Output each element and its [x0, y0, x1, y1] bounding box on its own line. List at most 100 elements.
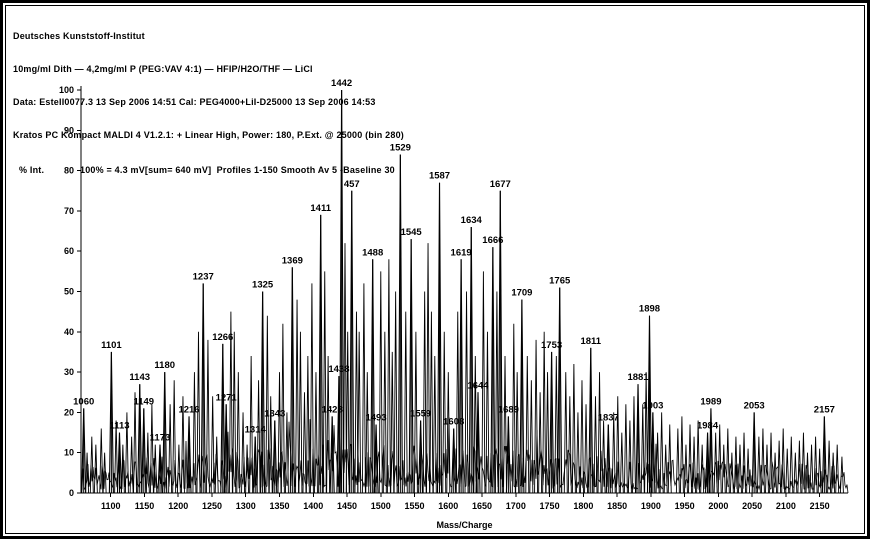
peak-spike	[563, 372, 568, 494]
peak-spike	[789, 436, 794, 494]
peak-spike	[426, 243, 430, 494]
peak-label: 1488	[362, 247, 383, 258]
peak-spike	[805, 452, 810, 494]
x-tick-label: 1200	[168, 501, 188, 511]
x-tick-label: 1300	[236, 501, 256, 511]
peak-label: 1677	[490, 179, 511, 190]
labeled-peak-spike	[451, 428, 457, 494]
labeled-peak-spike	[821, 416, 827, 494]
peak-spike	[429, 311, 434, 494]
peak-spike	[432, 355, 437, 494]
peak-spike	[365, 372, 370, 494]
peak-spike	[382, 331, 387, 494]
peak-spike	[713, 432, 718, 494]
peak-spike	[494, 291, 499, 494]
y-tick-label: 10	[64, 448, 74, 458]
peak-spike	[442, 331, 447, 494]
peak-spike	[760, 428, 765, 494]
peak-spike	[571, 363, 576, 494]
peak-label: 1271	[216, 392, 238, 403]
peak-spike	[210, 396, 215, 494]
peak-spike	[619, 432, 624, 494]
x-tick-label: 1800	[573, 501, 593, 511]
peak-spike	[378, 271, 383, 494]
instrument-settings-line: Kratos PC Kompact MALDI 4 V1.2.1: + Line…	[13, 130, 404, 140]
peak-label: 1989	[700, 396, 721, 407]
peak-spike	[228, 311, 233, 494]
peak-label: 1689	[498, 404, 519, 415]
labeled-peak-spike	[408, 239, 414, 494]
x-tick-label: 1550	[405, 501, 425, 511]
peak-spike	[256, 380, 261, 494]
peak-spike	[89, 436, 94, 494]
peak-spike	[99, 428, 104, 494]
peak-label: 1837	[598, 412, 619, 423]
peak-spike	[746, 448, 751, 494]
peak-spike	[277, 372, 282, 494]
peak-spike	[679, 416, 684, 494]
peak-spike	[756, 436, 761, 494]
x-tick-label: 1100	[101, 501, 121, 511]
peak-spike	[280, 323, 285, 494]
peak-label: 1343	[264, 408, 285, 419]
peak-label: 1545	[401, 227, 423, 238]
peak-spike	[446, 372, 451, 494]
peak-label: 2157	[814, 404, 835, 415]
peak-label: 1493	[365, 412, 386, 423]
mass-spectrum-plot: 0 10 20 30 40 50 60 70 80 90 100 1100 1150 1200 1250 13…	[59, 78, 849, 530]
labeled-peak-spike	[108, 351, 114, 494]
peak-spike	[393, 291, 398, 494]
peak-label: 1898	[639, 304, 660, 315]
x-tick-label: 1650	[472, 501, 492, 511]
labeled-peak-spike	[468, 226, 474, 494]
peak-spike	[632, 396, 636, 494]
x-tick-label: 1450	[337, 501, 357, 511]
peak-spike	[575, 412, 580, 494]
x-tick-label: 2000	[708, 501, 728, 511]
peak-spike	[793, 452, 798, 494]
peak-spike	[354, 311, 359, 494]
peak-label: 1644	[467, 380, 489, 391]
peak-spike	[413, 331, 418, 494]
x-tick-label: 1400	[303, 501, 323, 511]
peak-spike	[659, 412, 664, 494]
peak-label: 1811	[580, 336, 601, 347]
peak-spike	[326, 355, 331, 494]
labeled-peak-spike	[329, 416, 335, 494]
peak-spike	[545, 372, 550, 494]
peak-label: 1314	[245, 425, 267, 436]
peak-spike	[503, 355, 507, 494]
peak-label: 1666	[482, 235, 503, 246]
peak-spike	[601, 420, 606, 494]
peak-spike	[717, 424, 722, 494]
x-axis-title: Mass/Charge	[436, 520, 492, 530]
peak-label: 1411	[310, 203, 331, 214]
peak-spike	[176, 444, 181, 494]
peak-spike	[640, 404, 645, 494]
peak-spike	[386, 259, 391, 494]
peak-spike	[781, 428, 786, 494]
labeled-peak-spike	[505, 416, 511, 494]
peak-spike	[733, 436, 738, 494]
peak-label: 1438	[328, 364, 349, 375]
peak-spike	[515, 372, 520, 494]
peak-spike	[667, 424, 672, 494]
peak-spike	[93, 444, 98, 494]
peak-spike	[813, 436, 818, 494]
peak-label: 1619	[451, 247, 472, 258]
peak-spike	[725, 428, 730, 494]
peak-spike	[295, 299, 300, 494]
peak-label: 1428	[322, 404, 343, 415]
peak-spike	[623, 404, 628, 494]
peak-label: 1587	[429, 171, 450, 182]
peak-label: 1608	[443, 417, 464, 428]
peak-spike	[153, 444, 158, 494]
x-tick-label: 1900	[641, 501, 661, 511]
peak-spike	[485, 331, 490, 494]
labeled-peak-spike	[318, 214, 324, 494]
peak-spike	[236, 372, 241, 494]
peak-spike	[742, 432, 746, 494]
peak-spike	[133, 392, 137, 494]
labeled-peak-spike	[588, 347, 594, 494]
peak-label: 1060	[73, 396, 94, 407]
